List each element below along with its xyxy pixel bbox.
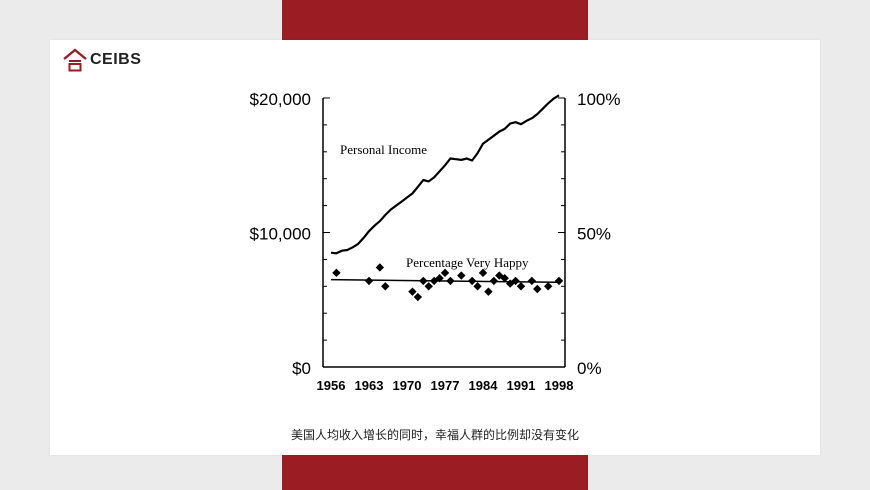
x-axis-tick-label: 1977 bbox=[431, 378, 460, 393]
happiness-point bbox=[457, 271, 466, 280]
happiness-point bbox=[500, 274, 509, 283]
happiness-point bbox=[533, 284, 542, 294]
x-axis-tick-label: 1970 bbox=[393, 378, 422, 393]
right-axis-tick-label: 0% bbox=[577, 359, 602, 378]
x-axis-tick-label: 1956 bbox=[317, 378, 346, 393]
left-axis-tick-label: $20,000 bbox=[250, 90, 311, 109]
happiness-point bbox=[408, 287, 417, 296]
happiness-point bbox=[375, 263, 385, 272]
percentage-very-happy-label: Percentage Very Happy bbox=[406, 255, 529, 270]
slide: CEIBS $0 $10,000 $20,000 0% 50% 100% 1956 1963 1… bbox=[50, 40, 820, 455]
happiness-point bbox=[473, 282, 482, 291]
right-axis-tick-label: 50% bbox=[577, 225, 611, 244]
income-happiness-chart: $0 $10,000 $20,000 0% 50% 100% 1956 1963 1970 197… bbox=[250, 90, 621, 393]
happiness-point bbox=[478, 268, 488, 278]
bottom-accent-band bbox=[282, 452, 588, 490]
x-axis-tick-label: 1998 bbox=[545, 378, 574, 393]
happiness-point bbox=[381, 282, 390, 291]
happiness-point bbox=[424, 282, 433, 291]
ceibs-logo-icon bbox=[63, 48, 87, 72]
brand-name: CEIBS bbox=[90, 51, 142, 68]
x-axis-tick-label: 1963 bbox=[355, 378, 384, 393]
personal-income-label: Personal Income bbox=[340, 142, 427, 157]
happiness-point bbox=[543, 282, 553, 291]
happiness-point bbox=[440, 268, 450, 278]
x-axis-tick-label: 1991 bbox=[507, 378, 536, 393]
right-axis-tick-label: 100% bbox=[577, 90, 620, 109]
left-axis-tick-label: $0 bbox=[292, 359, 311, 378]
happiness-point bbox=[413, 292, 423, 302]
brand-logo: CEIBS bbox=[62, 46, 141, 74]
happiness-point bbox=[554, 276, 564, 286]
x-axis-tick-label: 1984 bbox=[469, 378, 499, 393]
happiness-point bbox=[364, 276, 374, 286]
happiness-point bbox=[332, 268, 341, 278]
happiness-trend-line bbox=[330, 278, 560, 284]
happiness-point bbox=[527, 276, 537, 286]
happiness-point bbox=[516, 282, 526, 291]
happiness-point bbox=[484, 287, 493, 296]
personal-income-line bbox=[330, 94, 560, 255]
slide-caption: 美国人均收入增长的同时，幸福人群的比例却没有变化 bbox=[290, 428, 579, 442]
left-axis-tick-label: $10,000 bbox=[250, 225, 311, 244]
top-accent-band bbox=[282, 0, 588, 44]
